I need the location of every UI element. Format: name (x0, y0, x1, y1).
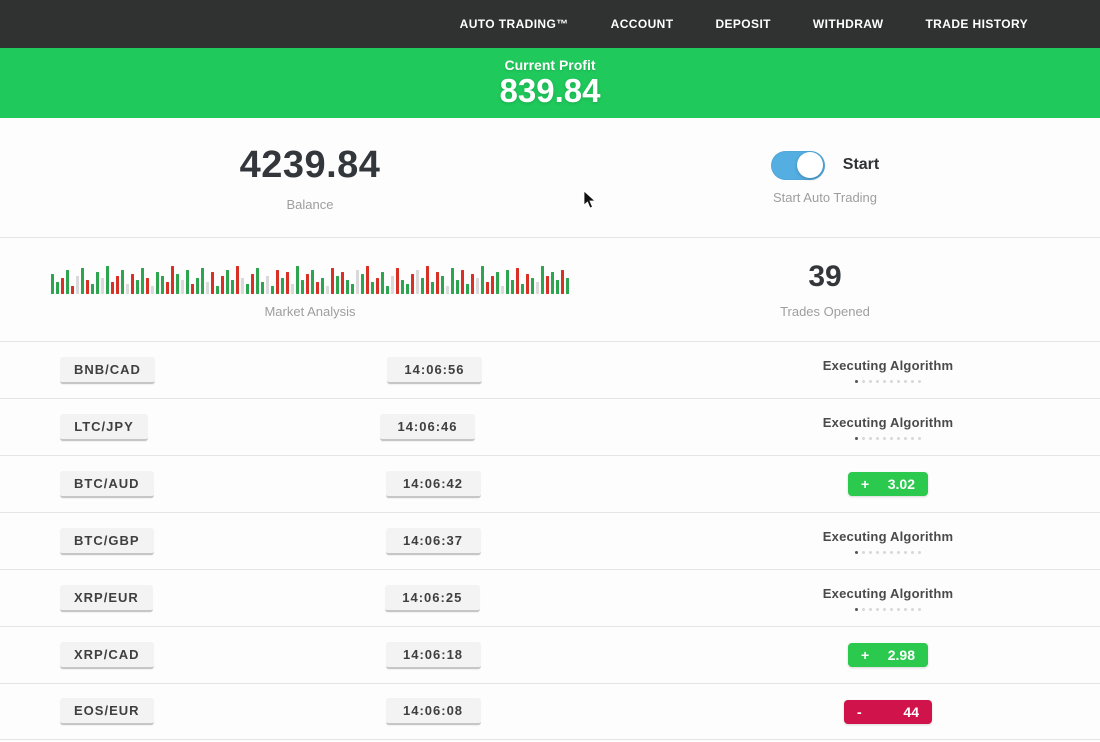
pair-badge[interactable]: EOS/EUR (60, 698, 154, 725)
trade-status: - 44 (788, 699, 988, 724)
market-analysis-caption: Market Analysis (264, 304, 356, 319)
table-row: XRP/CAD 14:06:18 + 2.98 (0, 626, 1100, 683)
result-pill: + 2.98 (848, 643, 928, 667)
time-badge: 14:06:46 (380, 413, 475, 441)
auto-trading-toggle[interactable] (770, 150, 825, 180)
nav-auto-trading[interactable]: AUTO TRADING™ (459, 17, 569, 31)
nav-deposit[interactable]: DEPOSIT (715, 17, 771, 31)
result-sign: - (857, 703, 862, 720)
toggle-caption: Start Auto Trading (772, 189, 878, 205)
result-sign: + (861, 647, 870, 663)
pair-badge[interactable]: BNB/CAD (60, 356, 155, 384)
executing-label: Executing Algorithm (822, 585, 954, 601)
executing-status: Executing Algorithm (823, 415, 953, 440)
result-value: 44 (903, 703, 919, 720)
trades-opened-value: 39 (808, 260, 842, 293)
trade-status: + 3.02 (788, 472, 988, 496)
current-profit-value: 839.84 (499, 71, 601, 109)
time-badge: 14:06:08 (385, 698, 481, 725)
trade-status: Executing Algorithm (788, 415, 988, 440)
executing-label: Executing Algorithm (822, 414, 954, 430)
result-value: 2.98 (887, 647, 915, 663)
trade-status: Executing Algorithm (788, 586, 988, 611)
balance-section: 4239.84 Balance Start Start Auto Trading (0, 118, 1100, 237)
result-value: 3.02 (887, 476, 915, 492)
nav-trade-history[interactable]: TRADE HISTORY (925, 17, 1028, 31)
result-sign: + (861, 476, 870, 492)
trade-status: Executing Algorithm (788, 358, 988, 383)
table-row: BTC/GBP 14:06:37 Executing Algorithm (0, 512, 1100, 569)
executing-status: Executing Algorithm (823, 358, 953, 383)
result-pill: - 44 (844, 699, 932, 724)
market-section: Market Analysis 39 Trades Opened (0, 237, 1100, 341)
table-row: BTC/AUD 14:06:42 + 3.02 (0, 455, 1100, 512)
market-analysis-chart (51, 260, 569, 294)
executing-dots (855, 436, 921, 440)
table-row: EOS/EUR 14:06:08 - 44 (0, 683, 1100, 740)
nav-account[interactable]: ACCOUNT (610, 17, 674, 31)
time-badge: 14:06:25 (384, 584, 480, 612)
executing-dots (855, 379, 921, 383)
result-pill: + 3.02 (848, 472, 928, 496)
executing-label: Executing Algorithm (822, 357, 954, 373)
table-row: LTC/JPY 14:06:46 Executing Algorithm (0, 398, 1100, 455)
trades-list: BNB/CAD 14:06:56 Executing Algorithm LTC… (0, 341, 1100, 740)
nav-withdraw[interactable]: WITHDRAW (812, 17, 884, 31)
table-row: BNB/CAD 14:06:56 Executing Algorithm (0, 341, 1100, 398)
executing-status: Executing Algorithm (823, 586, 953, 611)
pair-badge[interactable]: BTC/AUD (60, 470, 154, 498)
current-profit-banner: Current Profit 839.84 (0, 48, 1100, 118)
balance-value: 4239.84 (239, 143, 381, 186)
time-badge: 14:06:18 (385, 641, 481, 669)
top-nav: AUTO TRADING™ ACCOUNT DEPOSIT WITHDRAW T… (0, 0, 1100, 48)
current-profit-label: Current Profit (504, 56, 596, 73)
executing-dots (855, 550, 921, 554)
time-badge: 14:06:56 (386, 356, 482, 384)
balance-label: Balance (286, 196, 334, 212)
trades-opened-label: Trades Opened (780, 304, 870, 319)
pair-badge[interactable]: XRP/CAD (60, 641, 154, 669)
toggle-label: Start (842, 156, 880, 173)
trade-status: Executing Algorithm (788, 529, 988, 554)
time-badge: 14:06:37 (385, 527, 481, 555)
time-badge: 14:06:42 (385, 470, 481, 498)
executing-dots (855, 607, 921, 611)
pair-badge[interactable]: BTC/GBP (60, 527, 154, 555)
pair-badge[interactable]: XRP/EUR (60, 584, 153, 612)
pair-badge[interactable]: LTC/JPY (60, 413, 148, 441)
toggle-knob (796, 152, 823, 178)
trade-status: + 2.98 (788, 643, 988, 667)
executing-status: Executing Algorithm (823, 529, 953, 554)
executing-label: Executing Algorithm (822, 528, 954, 544)
table-row: XRP/EUR 14:06:25 Executing Algorithm (0, 569, 1100, 626)
